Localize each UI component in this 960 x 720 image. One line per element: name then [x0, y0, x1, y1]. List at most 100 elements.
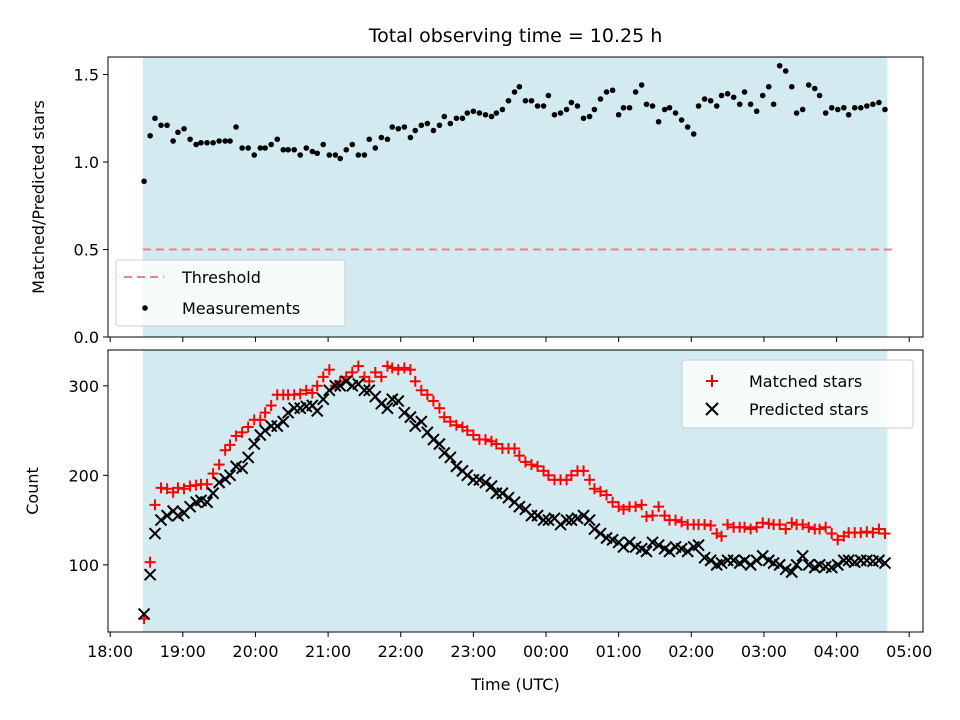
measurement-point	[361, 152, 368, 158]
matched-star-point	[739, 521, 751, 533]
predicted-star-point	[143, 568, 157, 581]
matched-star-point	[867, 527, 879, 539]
count-legend: Matched stars Predicted stars	[681, 359, 914, 429]
predicted-star-point	[398, 406, 411, 419]
predicted-star-point	[409, 419, 422, 433]
predicted-star-point	[479, 476, 492, 489]
measurement-point	[297, 152, 304, 158]
predicted-star-point	[692, 538, 705, 552]
measurement-point	[811, 85, 818, 92]
matched-star-point	[300, 384, 312, 396]
bot-y-tick-label-0: 100	[68, 556, 99, 575]
bot-y-tick-label-1: 200	[68, 466, 99, 485]
matched-star-point	[814, 523, 826, 535]
measurement-point	[609, 87, 616, 94]
measurement-point	[753, 108, 760, 115]
matched-star-point	[745, 523, 757, 535]
measurement-point	[782, 68, 789, 74]
predicted-star-point	[154, 513, 168, 527]
measurement-point	[707, 97, 714, 104]
predicted-star-point	[340, 375, 353, 388]
matched-star-point	[617, 503, 629, 515]
x-tick-label-1: 19:00	[160, 642, 206, 661]
predicted-star-point	[248, 437, 261, 451]
predicted-star-point	[560, 513, 573, 527]
measurement-point	[834, 106, 841, 113]
matched-star-point	[532, 460, 544, 472]
measurements-legend-swatch	[142, 305, 148, 311]
measurement-point	[193, 141, 199, 148]
measurement-point	[175, 129, 181, 136]
predicted-star-point	[223, 469, 237, 482]
measurement-point	[488, 113, 495, 120]
top-y-tick-label-0: 0.0	[74, 328, 99, 347]
measurement-point	[372, 145, 379, 151]
measurement-point	[713, 103, 720, 109]
matched-star-point	[578, 465, 590, 477]
predicted-star-point	[531, 509, 544, 522]
x-tick-label-2: 20:00	[232, 642, 278, 661]
measurement-point	[528, 97, 535, 104]
measurement-point	[164, 122, 170, 129]
measurement-point	[845, 111, 852, 118]
measurement-point	[198, 139, 204, 146]
ratio-legend-box	[115, 259, 346, 327]
predicted-star-point	[878, 556, 892, 570]
measurement-point	[251, 152, 258, 158]
predicted-star-point	[235, 461, 249, 475]
measurement-point	[776, 62, 783, 69]
predicted-star-point	[427, 433, 440, 446]
measurement-point	[430, 127, 437, 134]
predicted-star-point	[148, 527, 162, 540]
x-tick-label-0: 18:00	[87, 642, 133, 661]
measurement-point	[204, 139, 210, 146]
measurement-point	[233, 124, 239, 130]
predicted-star-point	[831, 558, 844, 572]
predicted-star-point	[404, 410, 417, 424]
measurement-point	[470, 108, 477, 115]
measurement-point	[615, 111, 622, 118]
matched-star-point	[398, 362, 410, 374]
measurement-point	[158, 122, 164, 129]
measurement-point	[534, 103, 541, 109]
predicted-star-point	[485, 479, 498, 493]
predicted-star-point	[785, 565, 798, 579]
predicted-star-point	[183, 500, 197, 513]
ratio-panel: 0.0 0.5 1.0 1.5 Total observing time = 10.2…	[29, 25, 924, 347]
matched-star-point	[219, 444, 231, 456]
measurement-point	[216, 138, 222, 144]
measurement-point	[747, 101, 754, 108]
matched-star-point	[513, 450, 525, 462]
x-tick-label-6: 00:00	[523, 642, 569, 661]
measurement-point	[666, 104, 673, 111]
predicted-star-point	[137, 607, 151, 621]
measurement-point	[285, 146, 291, 153]
matched-star-point	[427, 395, 439, 407]
matched-star-point	[207, 468, 219, 480]
x-axis-label: Time (UTC)	[470, 675, 559, 694]
matched-star-point	[647, 510, 659, 522]
predicted-star-point	[271, 419, 284, 433]
measurement-point	[684, 124, 691, 130]
predicted-star-point	[277, 415, 290, 428]
predicted-star-point	[640, 545, 653, 558]
measurement-point	[597, 96, 604, 102]
predicted-star-point	[160, 509, 174, 522]
measurement-point	[661, 106, 668, 113]
matched-star-point	[542, 469, 554, 481]
measurement-point	[632, 89, 639, 95]
predicted-star-point	[790, 558, 803, 572]
matched-star-point	[461, 425, 473, 437]
measurement-point	[395, 125, 402, 132]
measurement-point	[152, 115, 158, 122]
matched-star-point	[601, 489, 613, 501]
matched-star-point	[259, 407, 271, 419]
matched-star-point	[670, 514, 682, 526]
predicted-star-point	[381, 401, 394, 415]
measurement-point	[516, 83, 523, 90]
predicted-star-point	[577, 509, 590, 522]
measurement-point	[436, 122, 443, 129]
measurement-point	[245, 145, 251, 151]
measurements-legend-label: Measurements	[182, 299, 300, 318]
